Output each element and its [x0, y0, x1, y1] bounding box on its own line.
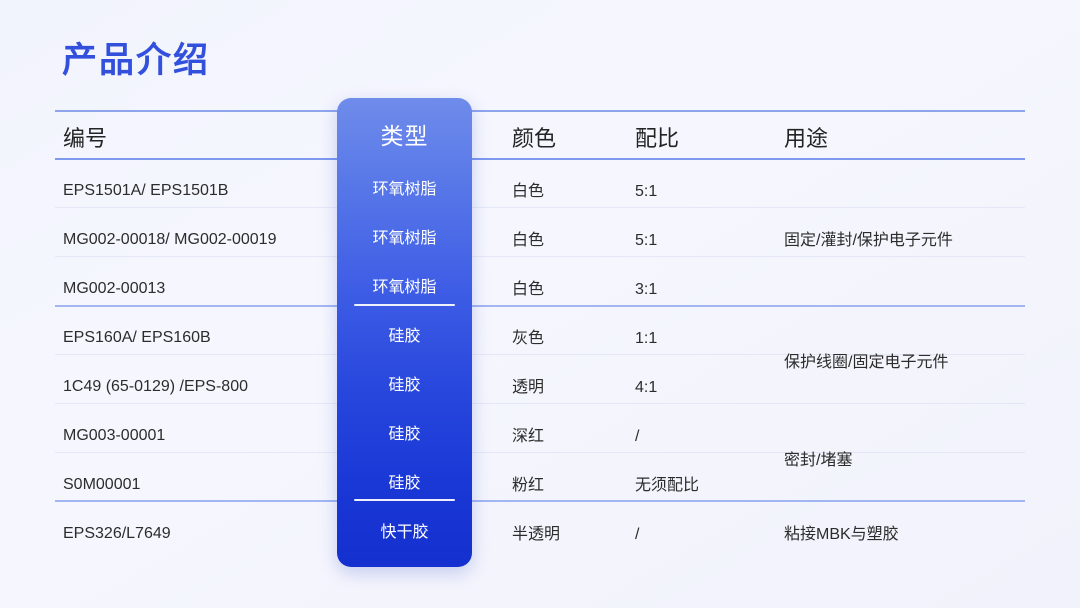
cell-use-merged: 保护线圈/固定电子元件: [784, 354, 949, 371]
type-column-highlight[interactable]: 类型 环氧树脂 环氧树脂 环氧树脂 硅胶 硅胶 硅胶 硅胶 快干胶: [337, 98, 472, 567]
cell-ratio: 5:1: [635, 232, 658, 249]
cell-color: 深红: [512, 428, 545, 445]
cell-code: EPS326/L7649: [63, 525, 171, 542]
cell-ratio: /: [635, 428, 640, 445]
cell-use-merged: 粘接MBK与塑胶: [784, 526, 899, 543]
cell-type: 快干胶: [380, 524, 429, 541]
cell-ratio: 3:1: [635, 281, 658, 298]
cell-color: 白色: [512, 232, 545, 249]
cell-color: 半透明: [512, 526, 561, 543]
cell-code: MG003-00001: [63, 427, 166, 444]
cell-color: 白色: [512, 281, 545, 298]
cell-color: 透明: [512, 379, 545, 396]
cell-code: EPS1501A/ EPS1501B: [63, 182, 229, 199]
column-header-type: 类型: [380, 123, 429, 149]
row-hairline: [55, 403, 1025, 404]
group-divider-2: [55, 500, 1025, 502]
cell-color: 白色: [512, 183, 545, 200]
cell-ratio: 4:1: [635, 379, 658, 396]
cell-type: 环氧树脂: [372, 279, 437, 296]
cell-type: 硅胶: [388, 475, 421, 492]
column-header-color: 颜色: [512, 126, 557, 151]
cell-code: 1C49 (65-0129) /EPS-800: [63, 378, 248, 395]
group-divider-1: [55, 305, 1025, 307]
cell-code: EPS160A/ EPS160B: [63, 329, 211, 346]
row-hairline: [55, 256, 1025, 257]
cell-ratio: 1:1: [635, 330, 658, 347]
cell-type: 环氧树脂: [372, 230, 437, 247]
cell-use-merged: 固定/灌封/保护电子元件: [784, 232, 953, 249]
cell-ratio: /: [635, 526, 640, 543]
column-header-ratio: 配比: [635, 126, 680, 151]
column-header-use: 用途: [784, 126, 829, 151]
cell-code: MG002-00018/ MG002-00019: [63, 231, 277, 248]
table-header-rule: [55, 158, 1025, 160]
cell-type: 硅胶: [388, 426, 421, 443]
cell-code: S0M00001: [63, 476, 141, 493]
cell-code: MG002-00013: [63, 280, 166, 297]
type-group-separator: [354, 304, 455, 306]
cell-use-merged: 密封/堵塞: [784, 452, 853, 469]
cell-ratio: 无须配比: [635, 477, 700, 494]
cell-type: 环氧树脂: [372, 181, 437, 198]
column-header-code: 编号: [63, 126, 108, 151]
cell-type: 硅胶: [388, 377, 421, 394]
page-title: 产品介绍: [62, 41, 211, 80]
row-hairline: [55, 207, 1025, 208]
type-group-separator: [354, 499, 455, 501]
row-hairline: [55, 354, 1025, 355]
cell-type: 硅胶: [388, 328, 421, 345]
row-hairline: [55, 452, 1025, 453]
product-table: 编号 颜色 配比 用途 EPS1501A/ EPS1501B MG002-000…: [55, 98, 1025, 567]
cell-ratio: 5:1: [635, 183, 658, 200]
cell-color: 灰色: [512, 330, 545, 347]
cell-color: 粉红: [512, 477, 545, 494]
table-top-rule: [55, 110, 1025, 112]
